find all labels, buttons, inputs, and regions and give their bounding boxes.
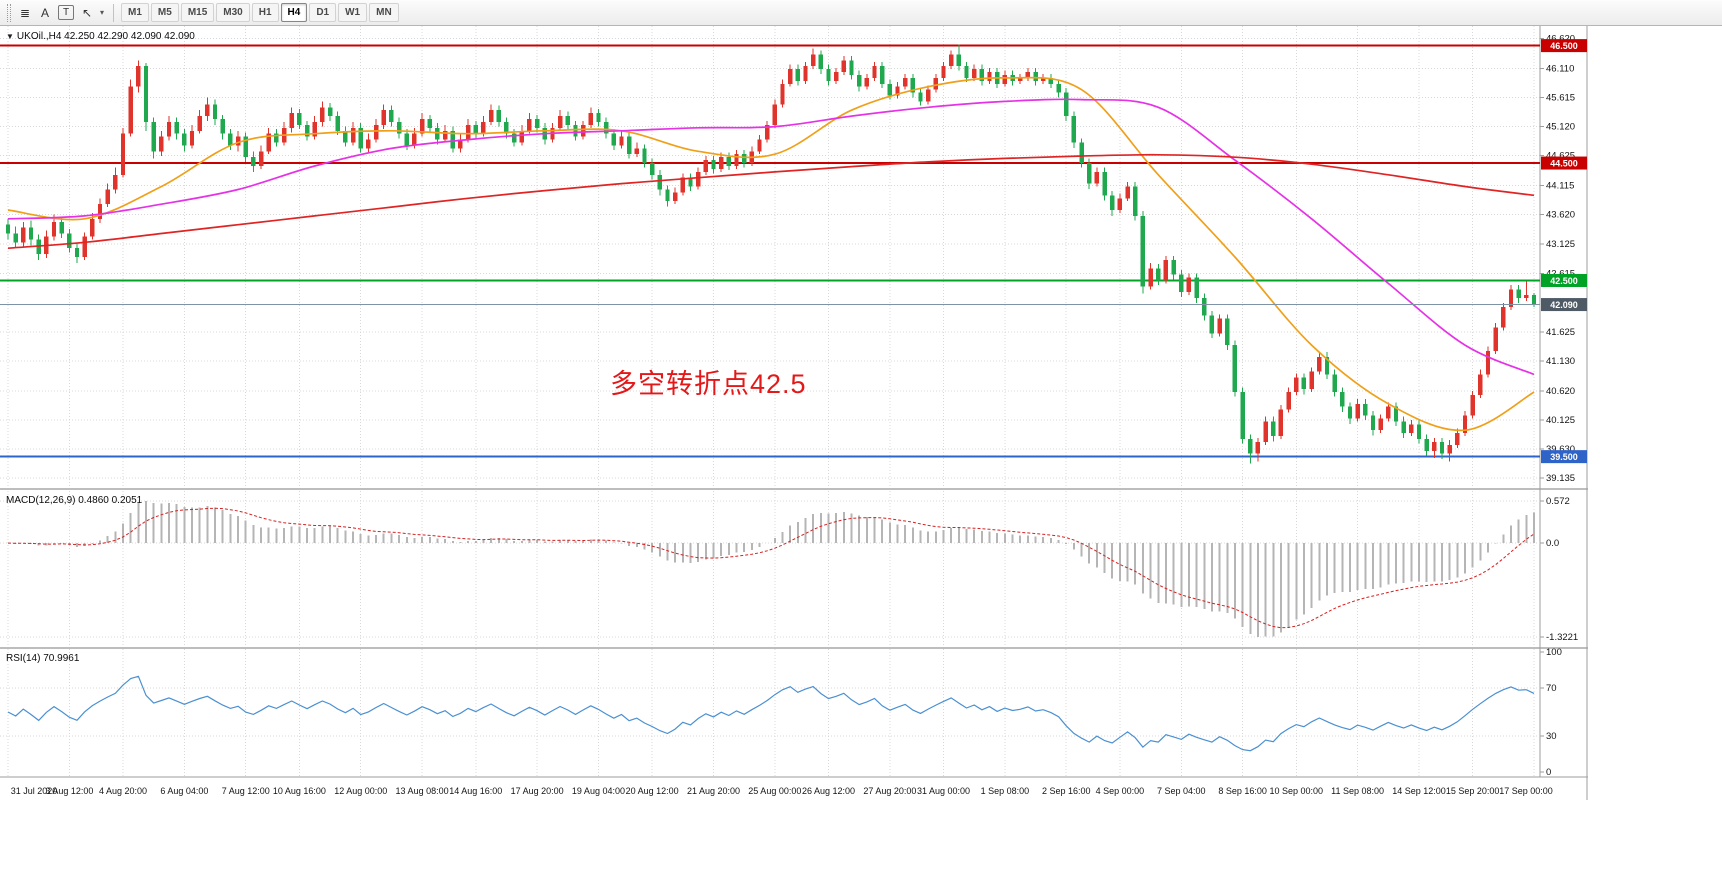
price-axis-label: 40.125 [1546, 415, 1575, 426]
timeframe-button-m1[interactable]: M1 [121, 3, 149, 22]
symbol-quote-text: UKOil.,H4 42.250 42.290 42.090 42.090 [16, 31, 195, 42]
toolbar-separator [113, 3, 114, 22]
time-axis-label: 15 Sep 20:00 [1446, 786, 1500, 796]
time-axis-label: 10 Aug 16:00 [273, 786, 326, 796]
price-axis-label: 41.130 [1546, 356, 1575, 367]
objects-dropdown-icon[interactable]: ▾ [99, 8, 104, 17]
time-axis-label: 14 Sep 12:00 [1392, 786, 1446, 796]
time-axis-label: 20 Aug 12:00 [626, 786, 679, 796]
toolbar-drag-handle[interactable] [7, 3, 11, 22]
time-axis-label: 31 Aug 00:00 [917, 786, 970, 796]
object-tools-group: ≣ A T ↖ ▾ [15, 3, 107, 23]
time-axis-label: 25 Aug 00:00 [748, 786, 801, 796]
price-axis-label: 43.125 [1546, 239, 1575, 250]
timeframe-button-d1[interactable]: D1 [309, 3, 337, 22]
timeframe-button-h4[interactable]: H4 [280, 3, 308, 22]
price-axis-label: 45.120 [1546, 122, 1575, 133]
chart-annotation: 多空转折点42.5 [610, 369, 807, 399]
text-box-tool-icon[interactable]: T [58, 5, 74, 20]
timeframe-group: M1 M5 M15 M30 H1 H4 D1 W1 MN [120, 3, 400, 22]
price-axis-label: 46.620 [1546, 34, 1575, 45]
rsi-indicator-label: RSI(14) 70.9961 [6, 653, 80, 664]
candlestick-series [5, 44, 1537, 464]
price-badge: 46.500 [1541, 39, 1587, 53]
svg-text:42.090: 42.090 [1550, 300, 1578, 310]
rsi-axis-label: 70 [1546, 683, 1557, 694]
timeframe-button-h1[interactable]: H1 [251, 3, 279, 22]
time-axis-label: 21 Aug 20:00 [687, 786, 740, 796]
timeframe-button-mn[interactable]: MN [369, 3, 399, 22]
time-axis-label: 26 Aug 12:00 [802, 786, 855, 796]
price-axis-label: 39.135 [1546, 473, 1575, 484]
symbol-quote: ▼ UKOil.,H4 42.250 42.290 42.090 42.090 [6, 31, 195, 42]
timeframe-button-w1[interactable]: W1 [338, 3, 368, 22]
time-axis-label: 8 Sep 16:00 [1218, 786, 1267, 796]
time-axis-label: 7 Sep 04:00 [1157, 786, 1206, 796]
rsi-axis-label: 30 [1546, 731, 1557, 742]
rsi-axis-label: 0 [1546, 767, 1551, 778]
macd-axis-label: -1.3221 [1546, 632, 1578, 643]
macd-axis-label: 0.572 [1546, 496, 1570, 507]
price-axis-label: 43.620 [1546, 210, 1575, 221]
ma-fast-line [7, 76, 1535, 432]
time-axis-label: 11 Sep 08:00 [1331, 786, 1384, 796]
rsi-line [7, 675, 1535, 752]
time-axis-label: 17 Aug 20:00 [511, 786, 564, 796]
macd-axis-label: 0.0 [1546, 538, 1559, 549]
time-axis-label: 4 Aug 20:00 [99, 786, 147, 796]
time-axis-label: 17 Sep 00:00 [1499, 786, 1553, 796]
timeframe-button-m30[interactable]: M30 [216, 3, 250, 22]
macd-indicator-label: MACD(12,26,9) 0.4860 0.2051 [6, 495, 143, 506]
time-axis-label: 31 Jul 2020 [11, 786, 58, 796]
time-axis-label: 1 Sep 08:00 [981, 786, 1030, 796]
time-axis-label: 14 Aug 16:00 [449, 786, 502, 796]
price-axis-label: 41.625 [1546, 327, 1575, 338]
chart-canvas[interactable]: 46.620 46.110 45.615 45.120 44.625 44.115 43.6… [0, 26, 1588, 800]
price-axis-label: 44.115 [1546, 181, 1574, 192]
chart-objects-menu-icon[interactable]: ≣ [19, 5, 31, 20]
time-axis-label: 3 Aug 12:00 [45, 786, 93, 796]
text-label-tool-icon[interactable]: A [40, 5, 49, 20]
time-axis-label: 7 Aug 12:00 [222, 786, 270, 796]
timeframe-button-m5[interactable]: M5 [150, 3, 179, 22]
price-badge: 42.090 [1541, 298, 1587, 312]
time-axis-label: 27 Aug 20:00 [863, 786, 916, 796]
time-axis-label: 4 Sep 00:00 [1096, 786, 1145, 796]
timeframe-button-m15[interactable]: M15 [180, 3, 215, 22]
time-axis-label: 12 Aug 00:00 [334, 786, 387, 796]
macd-histogram [14, 500, 1535, 638]
arrow-objects-tool-icon[interactable]: ↖ [81, 5, 93, 20]
svg-text:46.500: 46.500 [1550, 41, 1578, 51]
price-axis-label: 39.630 [1546, 444, 1575, 455]
time-axis-label: 6 Aug 04:00 [160, 786, 208, 796]
ma-slow-line [7, 153, 1535, 250]
price-badge: 44.500 [1541, 156, 1587, 170]
price-axis-label: 44.625 [1546, 151, 1575, 162]
price-axis-label: 46.110 [1546, 64, 1574, 75]
time-axis-label: 19 Aug 04:00 [572, 786, 625, 796]
grid-lines: 46.620 46.110 45.615 45.120 44.625 44.115 43.6… [0, 26, 1575, 796]
ma-medium-line [7, 98, 1535, 376]
time-axis-label: 10 Sep 00:00 [1270, 786, 1324, 796]
symbol-dropdown-icon[interactable]: ▼ [6, 32, 14, 41]
price-badge: 42.500 [1541, 273, 1587, 287]
time-axis-label: 2 Sep 16:00 [1042, 786, 1091, 796]
svg-text:44.500: 44.500 [1550, 159, 1578, 169]
price-badge: 39.500 [1541, 450, 1587, 464]
price-axis-label: 45.615 [1546, 93, 1575, 104]
time-axis-label: 13 Aug 08:00 [396, 786, 449, 796]
svg-text:39.500: 39.500 [1550, 452, 1578, 462]
macd-signal-line [7, 507, 1535, 629]
svg-text:42.500: 42.500 [1550, 276, 1578, 286]
toolbar: ≣ A T ↖ ▾ M1 M5 M15 M30 H1 H4 D1 W1 MN [0, 0, 1722, 26]
rsi-axis-label: 100 [1546, 647, 1562, 658]
price-axis-label: 40.620 [1546, 386, 1575, 397]
